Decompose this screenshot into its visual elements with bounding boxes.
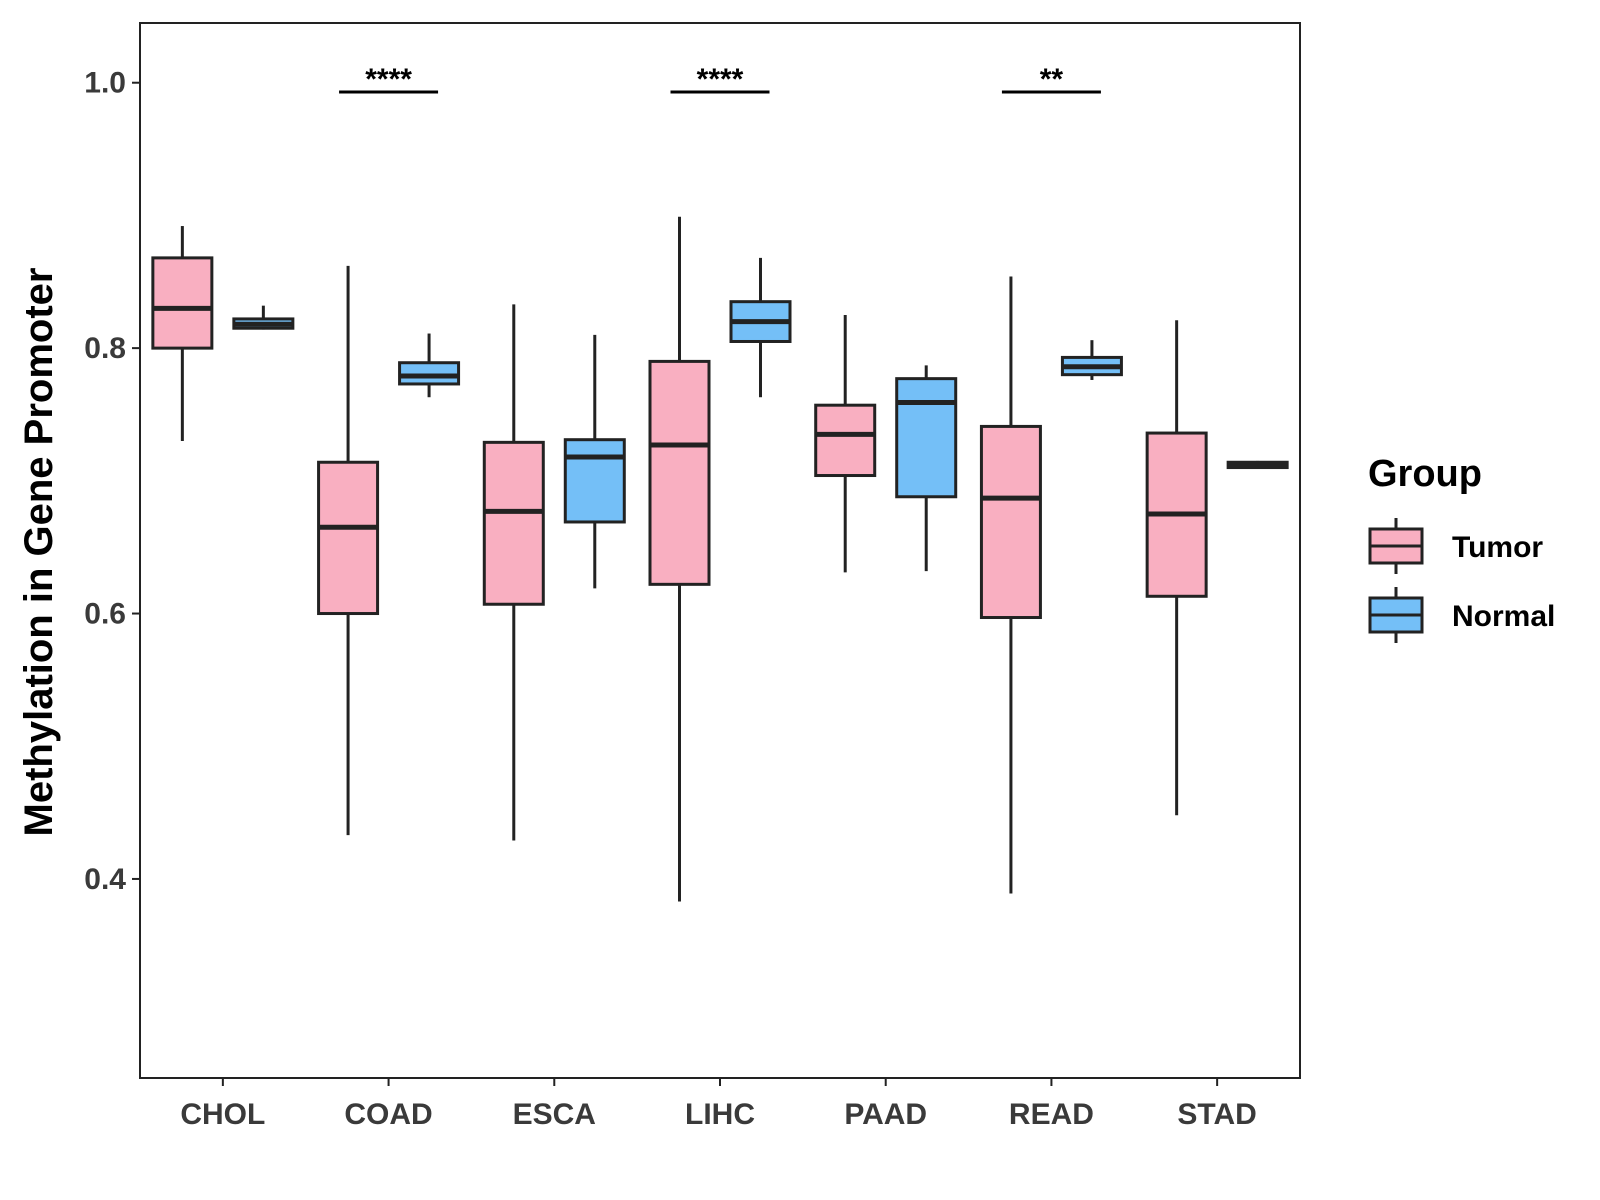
y-tick-label: 0.8 [84,332,126,365]
plot-panel [139,22,1301,1079]
tumor-box-lihc [648,216,711,902]
legend-title: Group [1368,453,1482,495]
y-tick-label: 0.4 [84,863,126,896]
normal-box-chol [232,305,295,330]
y-tick-label: 0.6 [84,598,126,631]
legend-label: Tumor [1452,531,1543,564]
y-tick-label: 1.0 [84,67,126,100]
significance-layer: **** **** ** [339,63,1101,96]
normal-box-read [1060,340,1123,380]
legend-label: Normal [1452,600,1555,633]
x-axis: CHOL COAD ESCA LIHC PAAD READ STAD [180,1078,1257,1131]
x-tick-label: PAAD [844,1098,927,1131]
normal-box-paad [895,365,958,572]
box-body [398,361,461,386]
x-tick-label: CHOL [180,1098,265,1131]
significance-label: **** [365,63,412,96]
tumor-box-esca [482,304,545,841]
normal-box-stad [1226,460,1289,470]
box-body [563,438,626,524]
tumor-box-paad [814,314,877,573]
box-body [317,460,380,616]
tumor-box-read [979,276,1042,894]
x-tick-label: LIHC [685,1098,755,1131]
tumor-box-chol [151,226,214,442]
box-body [814,403,877,478]
tumor-box-stad [1145,320,1208,816]
significance-label: ** [1040,63,1064,96]
legend-item-normal: Normal [1368,587,1555,643]
legend: Group Tumor Normal [1368,453,1555,643]
tumor-box-coad [317,265,380,836]
x-tick-label: STAD [1177,1098,1256,1131]
x-tick-label: ESCA [513,1098,596,1131]
box-layer [151,216,1289,902]
normal-box-coad [398,333,461,398]
y-axis: 0.4 0.6 0.8 1.0 [84,67,140,896]
significance-label: **** [697,63,744,96]
normal-box-lihc [729,257,792,398]
x-tick-label: READ [1009,1098,1094,1131]
x-tick-label: COAD [344,1098,432,1131]
box-body [482,440,545,606]
box-body [979,424,1042,620]
legend-item-tumor: Tumor [1368,518,1543,574]
y-axis-title: Methylation in Gene Promoter [17,268,61,837]
box-body [648,359,711,586]
normal-box-esca [563,334,626,589]
box-body [895,377,958,499]
box-body [151,256,214,350]
